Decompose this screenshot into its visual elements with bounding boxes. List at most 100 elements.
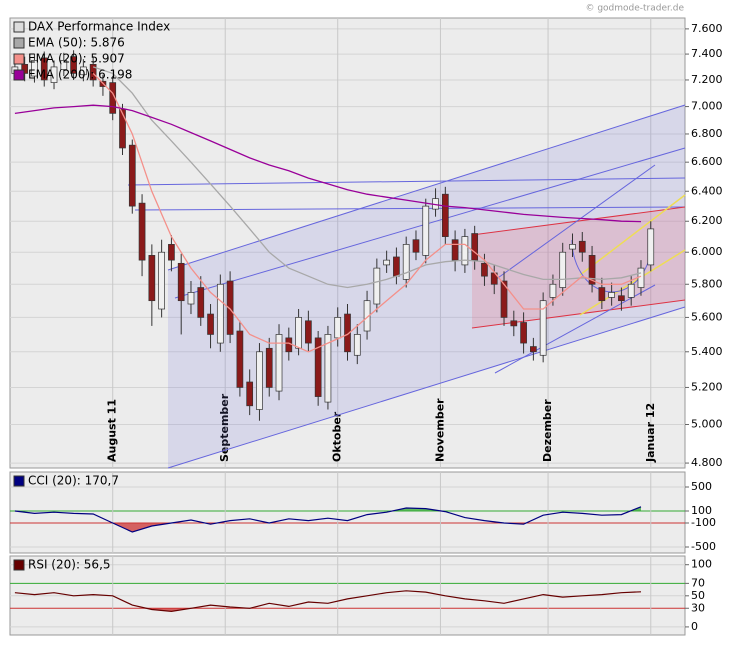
candle-body — [148, 255, 156, 302]
trend-drawings — [127, 104, 686, 469]
y-tick-label: 5.800 — [691, 277, 723, 290]
candle-body — [393, 256, 400, 277]
lower-fill — [14, 608, 641, 612]
candle-body — [578, 240, 586, 253]
candle-body — [216, 283, 224, 344]
legend-label: CCI (20): 170,7 — [28, 474, 119, 488]
candle-body — [285, 337, 293, 353]
y-tick-label: 6.400 — [691, 184, 723, 197]
y-tick-label: 70 — [691, 576, 705, 589]
legend-label: EMA (50): 5.876 — [28, 36, 125, 50]
candle-body — [627, 283, 635, 298]
candle-body — [353, 334, 361, 356]
candle-body — [275, 334, 283, 392]
candle-body — [363, 300, 371, 332]
trend-line — [579, 249, 686, 316]
y-tick-label: 5.600 — [691, 310, 723, 323]
candle-body — [168, 244, 175, 261]
candle-body — [187, 292, 195, 305]
candle-body — [334, 317, 342, 339]
trend-line — [127, 177, 686, 186]
legend-swatch — [13, 475, 25, 487]
candle-body — [265, 347, 273, 388]
y-tick-label: 0 — [691, 620, 698, 633]
x-tick-label: August 11 — [106, 399, 119, 462]
channel — [168, 105, 685, 468]
candle-body — [598, 287, 606, 302]
candle-body — [383, 259, 390, 266]
candle-body — [21, 63, 29, 74]
y-tick-label: 50 — [691, 589, 705, 602]
candle-body — [344, 313, 351, 353]
upper-fill — [14, 583, 641, 584]
candle-body — [158, 251, 165, 310]
candle-body — [70, 56, 77, 74]
candle-body — [461, 236, 469, 266]
indicator-line — [14, 590, 642, 613]
candle-body — [31, 60, 38, 77]
candle-body — [295, 317, 302, 349]
candle-body — [89, 63, 97, 81]
y-tick-label: 500 — [691, 480, 712, 493]
y-tick-label: 6.600 — [691, 155, 723, 168]
candle-body — [608, 292, 615, 298]
candle-body — [128, 144, 136, 207]
lower-fill — [14, 523, 641, 532]
candle-body — [324, 334, 332, 403]
trend-line — [167, 306, 686, 469]
candle-body — [412, 239, 420, 253]
candle-body — [109, 82, 117, 114]
x-tick-label: September — [218, 393, 231, 462]
y-tick-label: 7.200 — [691, 73, 723, 86]
candle-body — [588, 255, 596, 285]
candle-body — [256, 351, 263, 410]
legend-label: RSI (20): 56,5 — [28, 558, 111, 572]
candle-body — [559, 251, 567, 288]
candle-body — [60, 60, 68, 70]
candle-body — [80, 66, 87, 76]
candle-body — [226, 280, 234, 335]
candle-body — [647, 228, 655, 266]
candle-body — [50, 66, 58, 83]
y-tick-label: 5.400 — [691, 345, 723, 358]
candle-body — [197, 287, 205, 318]
ema-line — [92, 66, 642, 289]
y-tick-label: 6.200 — [691, 214, 723, 227]
candle-body — [481, 262, 488, 277]
candle-body — [40, 57, 48, 81]
y-tick-label: 5.000 — [691, 417, 723, 430]
candle-body — [471, 233, 479, 261]
legend-swatch — [13, 21, 25, 33]
x-tick-label: Dezember — [541, 399, 554, 462]
y-tick-label: 5.200 — [691, 380, 723, 393]
trend-line — [174, 147, 686, 299]
candle-body — [246, 381, 254, 407]
candle-body — [637, 267, 645, 288]
legend-label: DAX Performance Index — [28, 20, 170, 34]
x-tick-label: Januar 12 — [644, 403, 657, 463]
candle-body — [373, 267, 381, 305]
y-tick-label: 4.800 — [691, 456, 723, 469]
trend-line — [471, 299, 686, 329]
candle-body — [530, 346, 537, 353]
y-tick-label: 100 — [691, 558, 712, 571]
candle-body — [138, 202, 146, 261]
candle-body — [549, 283, 557, 298]
y-tick-label: 7.600 — [691, 22, 723, 35]
trend-line — [471, 206, 686, 236]
candle-body — [451, 239, 459, 261]
trend-line — [167, 104, 686, 271]
source: © godmode-trader.de — [585, 4, 684, 14]
candle-body — [441, 193, 449, 237]
candle-body — [422, 205, 430, 256]
candle-body — [539, 300, 547, 356]
y-tick-label: 100 — [691, 504, 712, 517]
legend-swatch — [13, 37, 25, 49]
y-tick-label: -500 — [691, 540, 716, 553]
y-tick-label: -100 — [691, 516, 716, 529]
trend-line — [134, 206, 686, 211]
candle-body — [305, 320, 312, 344]
candle-body — [500, 280, 508, 318]
indicator-line — [14, 506, 642, 533]
